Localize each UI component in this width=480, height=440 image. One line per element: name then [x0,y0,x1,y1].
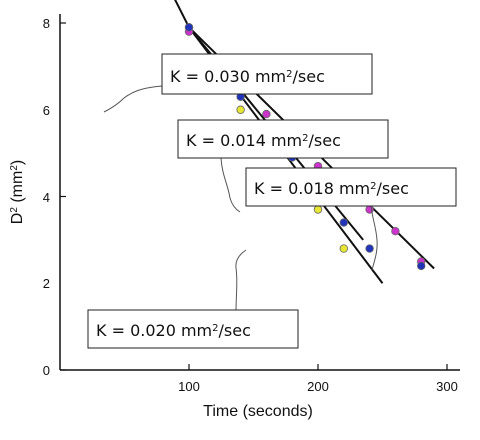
fit-line [174,0,190,28]
axis-ticks [60,22,448,371]
annotation-k-018: K = 0.018 mm2/sec [245,167,457,207]
annotation-k-014: K = 0.014 mm2/sec [177,119,389,159]
data-point [313,205,323,214]
annotation-k-030: K = 0.030 mm2/sec [161,53,373,95]
y-tick-label: 4 [43,190,50,205]
data-point [365,244,374,253]
annotation-k-020: K = 0.020 mm2/sec [87,309,299,349]
y-tick-label: 2 [43,276,50,291]
y-tick-label: 8 [43,16,50,31]
data-point [236,105,245,114]
annotation-leader [370,204,378,271]
data-point [339,218,348,227]
data-point [391,226,400,236]
data-point [184,23,194,32]
svg-text:K = 0.020 mm2/sec: K = 0.020 mm2/sec [96,321,251,340]
y-tick-label: 6 [43,103,50,118]
x-tick-label: 200 [307,379,329,394]
data-point [339,244,348,253]
annotation-leader [220,157,241,213]
y-axis-title: D2 (mm2) [9,160,27,224]
svg-text:K = 0.030 mm2/sec: K = 0.030 mm2/sec [170,67,325,86]
data-point [417,261,426,271]
y-tick-label: 0 [43,363,50,378]
annotation-leader [103,85,163,113]
data-point [262,109,271,119]
x-tick-label: 300 [436,379,458,394]
svg-text:K = 0.018 mm2/sec: K = 0.018 mm2/sec [254,179,409,198]
x-tick-label: 100 [178,379,200,394]
annotation-leader [235,249,247,313]
x-axis-title: Time (seconds) [203,403,313,420]
svg-text:K = 0.014 mm2/sec: K = 0.014 mm2/sec [186,131,341,150]
